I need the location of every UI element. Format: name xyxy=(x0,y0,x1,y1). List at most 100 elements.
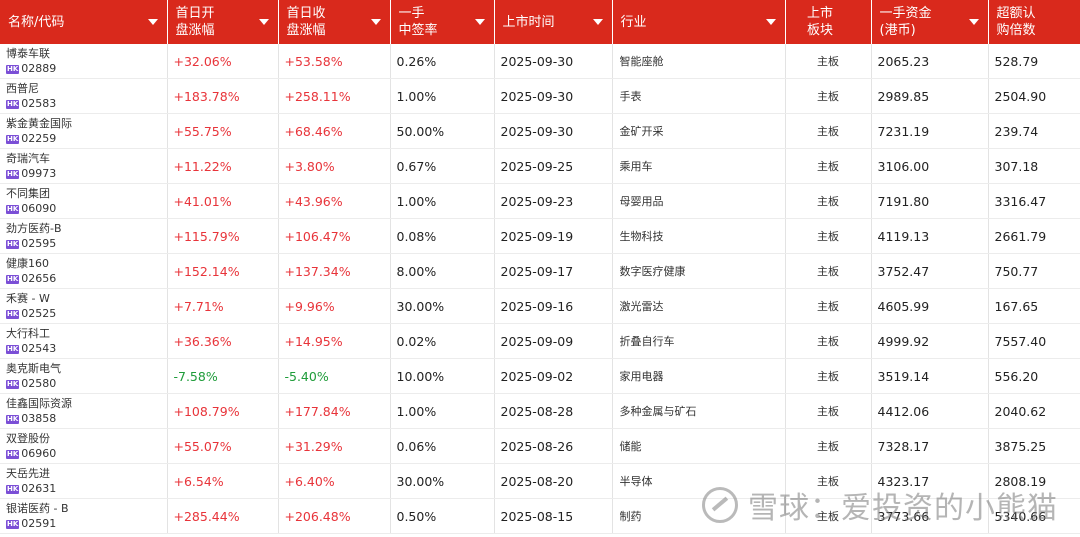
listing-board: 主板 xyxy=(785,44,872,79)
lot-cost-hkd: 4119.13 xyxy=(871,218,989,254)
table-row[interactable]: 紫金黄金国际 HK 02259 +55.75% +68.46% 50.00% 2025-09… xyxy=(0,113,1080,149)
table-row[interactable]: 奇瑞汽车 HK 09973 +11.22% +3.80% 0.67% 2025-09-25 乘… xyxy=(0,148,1080,184)
stock-name[interactable]: 劲方医药-B xyxy=(6,222,62,235)
stock-name-code-cell[interactable]: 健康160 HK 02656 xyxy=(0,253,168,289)
sort-caret-icon[interactable] xyxy=(258,19,269,25)
table-row[interactable]: 劲方医药-B HK 02595 +115.79% +106.47% 0.08% 2025-0… xyxy=(0,218,1080,254)
stock-code-line: HK 02543 xyxy=(6,341,166,356)
table-row[interactable]: 博泰车联 HK 02889 +32.06% +53.58% 0.26% 2025-09-30… xyxy=(0,44,1080,79)
col-header-list-date[interactable]: 上市时间 xyxy=(494,0,613,44)
table-row[interactable]: 大行科工 HK 02543 +36.36% +14.95% 0.02% 2025-09-09… xyxy=(0,323,1080,359)
table-body: 博泰车联 HK 02889 +32.06% +53.58% 0.26% 2025-09-30… xyxy=(0,44,1080,534)
col-header-industry[interactable]: 行业 xyxy=(612,0,786,44)
listing-date: 2025-08-26 xyxy=(494,428,613,464)
oversubscription-multiple: 239.74 xyxy=(988,113,1080,149)
sort-caret-icon[interactable] xyxy=(765,19,776,25)
stock-name-code-cell[interactable]: 双登股份 HK 06960 xyxy=(0,428,168,464)
col-header-lot-line1: 一手 xyxy=(398,6,425,21)
sort-caret-icon[interactable] xyxy=(370,19,381,25)
hk-market-badge-icon: HK xyxy=(6,484,20,494)
table-row[interactable]: 天岳先进 HK 02631 +6.54% +6.40% 30.00% 2025-08-20 半… xyxy=(0,463,1080,499)
stock-name-code-cell[interactable]: 劲方医药-B HK 02595 xyxy=(0,218,168,254)
stock-name[interactable]: 天岳先进 xyxy=(6,467,50,480)
stock-name[interactable]: 佳鑫国际资源 xyxy=(6,397,72,410)
col-header-lot-line2: 中签率 xyxy=(398,23,438,38)
stock-code: 02543 xyxy=(21,342,57,355)
table-row[interactable]: 银诺医药 - B HK 02591 +285.44% +206.48% 0.50% 2025… xyxy=(0,498,1080,534)
listing-date: 2025-09-16 xyxy=(494,288,613,324)
lot-win-rate: 1.00% xyxy=(390,393,495,429)
hk-market-badge-icon: HK xyxy=(6,204,20,214)
lot-cost-hkd: 7328.17 xyxy=(871,428,989,464)
first-day-open-pct: +32.06% xyxy=(167,44,279,79)
stock-name-code-cell[interactable]: 奇瑞汽车 HK 09973 xyxy=(0,148,168,184)
table-row[interactable]: 奥克斯电气 HK 02580 -7.58% -5.40% 10.00% 2025-09-02… xyxy=(0,358,1080,394)
stock-name[interactable]: 紫金黄金国际 xyxy=(6,117,72,130)
stock-code-line: HK 02259 xyxy=(6,131,166,146)
listing-board: 主板 xyxy=(785,498,872,534)
table-row[interactable]: 健康160 HK 02656 +152.14% +137.34% 8.00% 2025-09… xyxy=(0,253,1080,289)
first-day-close-pct: +106.47% xyxy=(278,218,391,254)
col-header-close-pct[interactable]: 首日收 盘涨幅 xyxy=(278,0,391,44)
stock-name[interactable]: 双登股份 xyxy=(6,432,50,445)
stock-name-code-cell[interactable]: 禾赛 - W HK 02525 xyxy=(0,288,168,324)
stock-name-code-cell[interactable]: 天岳先进 HK 02631 xyxy=(0,463,168,499)
col-header-lot-cost[interactable]: 一手资金 (港币) xyxy=(871,0,989,44)
oversubscription-multiple: 307.18 xyxy=(988,148,1080,184)
stock-code-line: HK 02889 xyxy=(6,61,166,76)
col-header-name[interactable]: 名称/代码 xyxy=(0,0,168,44)
listing-date: 2025-09-17 xyxy=(494,253,613,289)
stock-name[interactable]: 博泰车联 xyxy=(6,47,50,60)
table-row[interactable]: 西普尼 HK 02583 +183.78% +258.11% 1.00% 2025-09-3… xyxy=(0,78,1080,114)
first-day-close-pct: +9.96% xyxy=(278,288,391,324)
stock-name-code-cell[interactable]: 银诺医药 - B HK 02591 xyxy=(0,498,168,534)
col-header-board-line1: 上市 xyxy=(806,6,833,21)
stock-name[interactable]: 大行科工 xyxy=(6,327,50,340)
stock-code: 02580 xyxy=(21,377,57,390)
listing-board: 主板 xyxy=(785,78,872,114)
stock-name-code-cell[interactable]: 博泰车联 HK 02889 xyxy=(0,44,168,79)
listing-date: 2025-08-20 xyxy=(494,463,613,499)
listing-board: 主板 xyxy=(785,393,872,429)
stock-name-code-cell[interactable]: 佳鑫国际资源 HK 03858 xyxy=(0,393,168,429)
lot-win-rate: 30.00% xyxy=(390,463,495,499)
stock-name[interactable]: 健康160 xyxy=(6,257,49,270)
lot-win-rate: 30.00% xyxy=(390,288,495,324)
stock-code-line: HK 09973 xyxy=(6,166,166,181)
hk-market-badge-icon: HK xyxy=(6,99,20,109)
listing-board: 主板 xyxy=(785,323,872,359)
stock-name[interactable]: 奇瑞汽车 xyxy=(6,152,50,165)
table-row[interactable]: 双登股份 HK 06960 +55.07% +31.29% 0.06% 2025-08-26… xyxy=(0,428,1080,464)
table-row[interactable]: 禾赛 - W HK 02525 +7.71% +9.96% 30.00% 2025-09-1… xyxy=(0,288,1080,324)
lot-win-rate: 0.26% xyxy=(390,44,495,79)
col-header-open-pct[interactable]: 首日开 盘涨幅 xyxy=(167,0,279,44)
table-row[interactable]: 不同集团 HK 06090 +41.01% +43.96% 1.00% 2025-09-23… xyxy=(0,183,1080,219)
stock-name[interactable]: 西普尼 xyxy=(6,82,39,95)
first-day-open-pct: +285.44% xyxy=(167,498,279,534)
sort-caret-icon[interactable] xyxy=(968,19,979,25)
stock-name-code-cell[interactable]: 奥克斯电气 HK 02580 xyxy=(0,358,168,394)
first-day-open-pct: +108.79% xyxy=(167,393,279,429)
stock-code-line: HK 06090 xyxy=(6,201,166,216)
first-day-open-pct: +55.07% xyxy=(167,428,279,464)
sort-caret-icon[interactable] xyxy=(474,19,485,25)
table-row[interactable]: 佳鑫国际资源 HK 03858 +108.79% +177.84% 1.00% 2025-0… xyxy=(0,393,1080,429)
col-header-close-line1: 首日收 xyxy=(286,6,326,21)
lot-cost-hkd: 4323.17 xyxy=(871,463,989,499)
stock-name[interactable]: 银诺医药 - B xyxy=(6,502,69,515)
stock-name-code-cell[interactable]: 紫金黄金国际 HK 02259 xyxy=(0,113,168,149)
first-day-open-pct: +183.78% xyxy=(167,78,279,114)
stock-name[interactable]: 奥克斯电气 xyxy=(6,362,61,375)
industry: 折叠自行车 xyxy=(612,323,786,359)
industry: 家用电器 xyxy=(612,358,786,394)
stock-name[interactable]: 不同集团 xyxy=(6,187,50,200)
stock-name-code-cell[interactable]: 大行科工 HK 02543 xyxy=(0,323,168,359)
first-day-open-pct: +115.79% xyxy=(167,218,279,254)
sort-caret-icon[interactable] xyxy=(147,19,158,25)
stock-name[interactable]: 禾赛 - W xyxy=(6,292,50,305)
stock-name-code-cell[interactable]: 西普尼 HK 02583 xyxy=(0,78,168,114)
hk-market-badge-icon: HK xyxy=(6,239,20,249)
stock-name-code-cell[interactable]: 不同集团 HK 06090 xyxy=(0,183,168,219)
sort-caret-icon[interactable] xyxy=(592,19,603,25)
col-header-lot-rate[interactable]: 一手 中签率 xyxy=(390,0,495,44)
